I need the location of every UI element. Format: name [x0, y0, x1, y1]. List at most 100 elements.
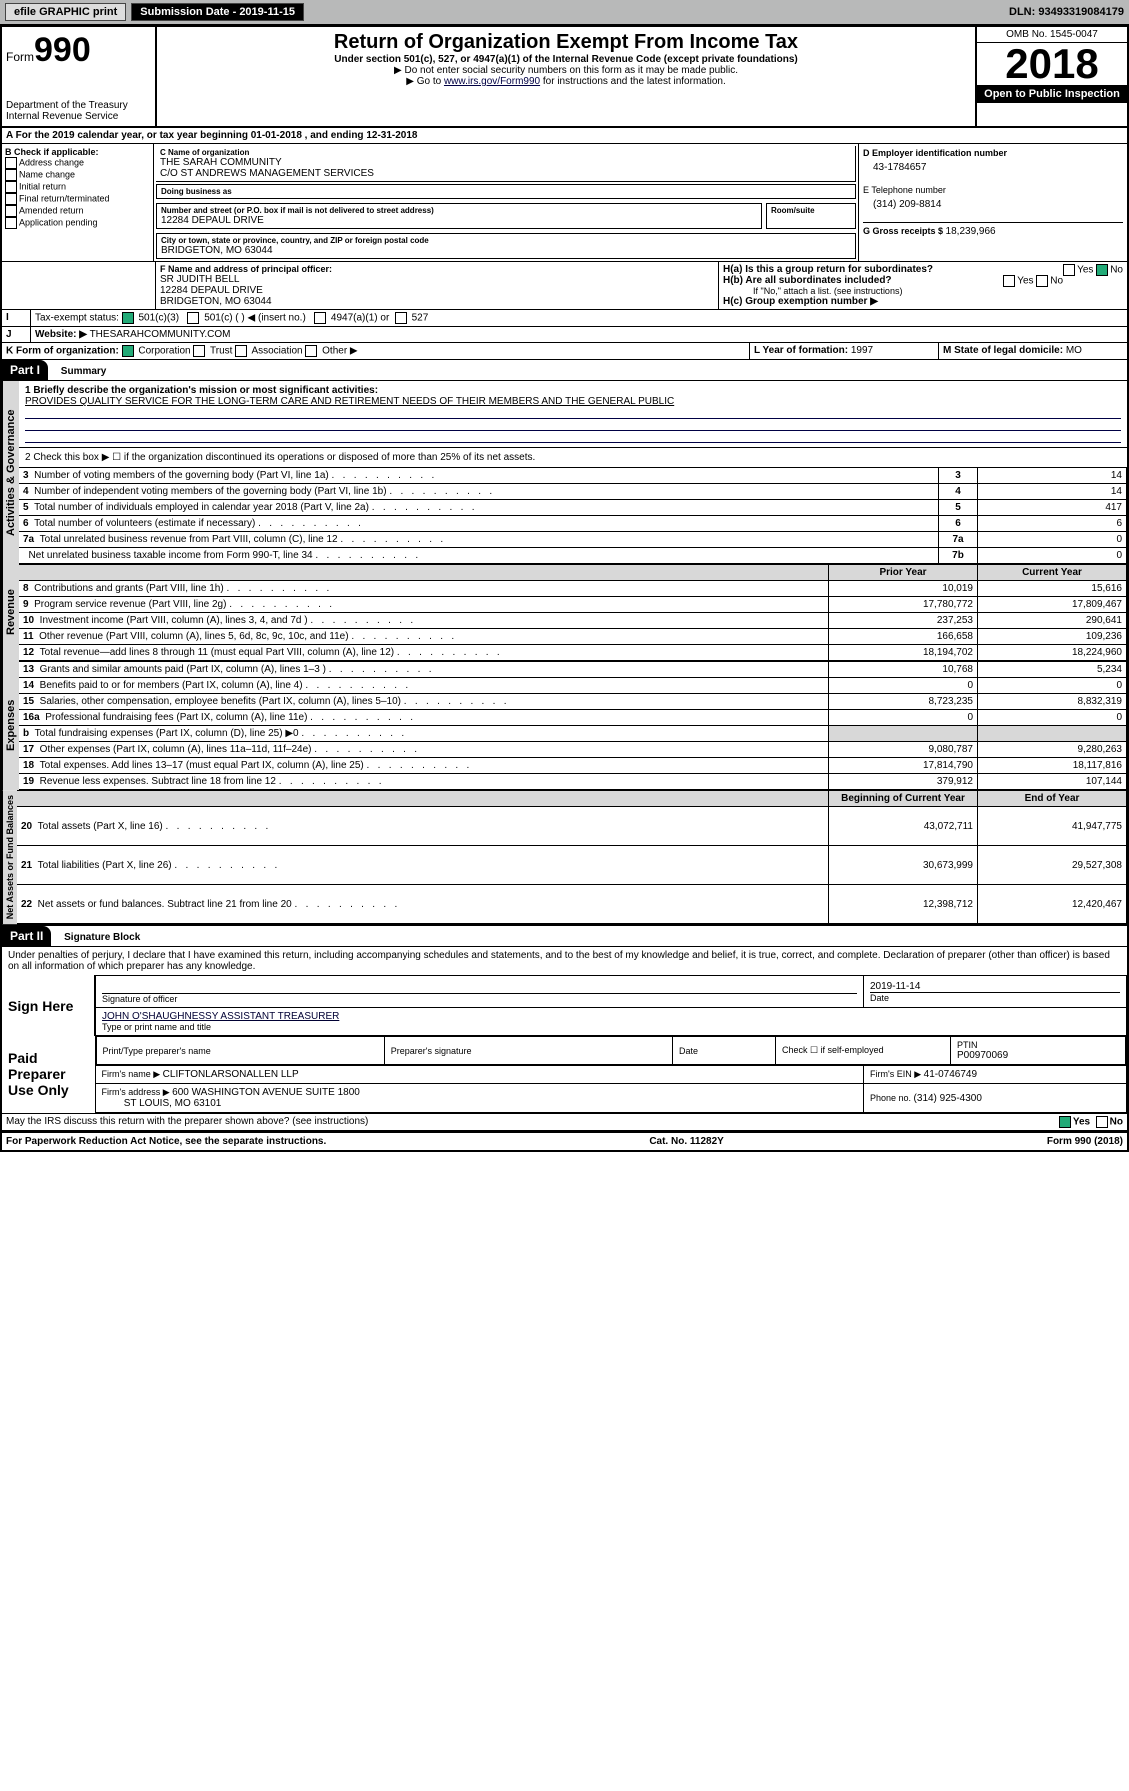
city-label: City or town, state or province, country… — [161, 236, 851, 245]
i-o2: 501(c) ( ) ◀ (insert no.) — [204, 313, 306, 324]
table-row: 14 Benefits paid to or for members (Part… — [19, 678, 1127, 694]
e-label: E Telephone number — [863, 185, 1123, 195]
table-row: Net unrelated business taxable income fr… — [19, 548, 1127, 564]
checkbox-address-change[interactable] — [5, 157, 17, 169]
k-trust-checkbox[interactable] — [193, 345, 205, 357]
declaration-text: Under penalties of perjury, I declare th… — [2, 947, 1127, 975]
table-row: 8 Contributions and grants (Part VIII, l… — [19, 581, 1127, 597]
part-1-header: Part I Summary — [2, 360, 1127, 381]
date-label: Date — [870, 993, 1120, 1003]
k-other: Other ▶ — [322, 346, 357, 357]
hb-note: If "No," attach a list. (see instruction… — [723, 286, 1123, 296]
firm-ein-label: Firm's EIN ▶ — [870, 1069, 924, 1079]
website-value: THESARAHCOMMUNITY.COM — [87, 329, 231, 340]
q1-text: PROVIDES QUALITY SERVICE FOR THE LONG-TE… — [25, 396, 1121, 407]
i-527-checkbox[interactable] — [395, 312, 407, 324]
submission-date-button[interactable]: Submission Date - 2019-11-15 — [131, 3, 304, 21]
d-label: D Employer identification number — [863, 148, 1123, 158]
k-other-checkbox[interactable] — [305, 345, 317, 357]
column-b: B Check if applicable: Address change Na… — [2, 144, 154, 261]
toolbar: efile GRAPHIC print Submission Date - 20… — [0, 0, 1129, 25]
officer-addr2: BRIDGETON, MO 63044 — [160, 296, 714, 307]
tax-year: 2018 — [977, 43, 1127, 85]
g-label: G Gross receipts $ — [863, 226, 946, 236]
table-row: 9 Program service revenue (Part VIII, li… — [19, 597, 1127, 613]
line-i: I Tax-exempt status: 501(c)(3) 501(c) ( … — [2, 310, 1127, 327]
q2-text: 2 Check this box ▶ ☐ if the organization… — [19, 448, 1127, 467]
firm-name-label: Firm's name ▶ — [102, 1069, 163, 1079]
subtitle-3: ▶ Go to www.irs.gov/Form990 for instruct… — [161, 76, 971, 87]
street-label: Number and street (or P.O. box if mail i… — [161, 206, 757, 215]
section-bcdefg: B Check if applicable: Address change Na… — [2, 144, 1127, 262]
table-row: 16a Professional fundraising fees (Part … — [19, 710, 1127, 726]
officer-signed-name[interactable]: JOHN O'SHAUGHNESSY ASSISTANT TREASURER — [102, 1011, 339, 1022]
k-assoc-checkbox[interactable] — [235, 345, 247, 357]
sub3-prefix: ▶ Go to — [406, 76, 444, 87]
i-4947-checkbox[interactable] — [314, 312, 326, 324]
ha-label: H(a) Is this a group return for subordin… — [723, 264, 933, 275]
table-row: 18 Total expenses. Add lines 13–17 (must… — [19, 758, 1127, 774]
cat-no: Cat. No. 11282Y — [649, 1136, 723, 1147]
label-netassets: Net Assets or Fund Balances — [2, 790, 17, 924]
dept-treasury: Department of the Treasury Internal Reve… — [6, 100, 151, 122]
ha-yes-checkbox[interactable] — [1063, 264, 1075, 276]
type-name-label: Type or print name and title — [102, 1022, 1120, 1032]
table-row: 6 Total number of volunteers (estimate i… — [19, 516, 1127, 532]
table-row: 15 Salaries, other compensation, employe… — [19, 694, 1127, 710]
instructions-link[interactable]: www.irs.gov/Form990 — [444, 76, 540, 87]
revenue-table: Prior YearCurrent Year 8 Contributions a… — [19, 564, 1127, 661]
hb-yes-checkbox[interactable] — [1003, 275, 1015, 287]
discuss-no-checkbox[interactable] — [1096, 1116, 1108, 1128]
ha-yes: Yes — [1077, 265, 1093, 276]
firm-ein: 41-0746749 — [924, 1069, 977, 1080]
k-label: K Form of organization: — [6, 346, 119, 357]
discuss-text: May the IRS discuss this return with the… — [6, 1116, 368, 1127]
pra-notice: For Paperwork Reduction Act Notice, see … — [6, 1136, 326, 1147]
sig-officer-label: Signature of officer — [102, 994, 857, 1004]
org-name-1: THE SARAH COMMUNITY — [160, 157, 851, 168]
dln-label: DLN: 93493319084179 — [1009, 6, 1124, 18]
table-row: b Total fundraising expenses (Part IX, c… — [19, 726, 1127, 742]
i-o4: 527 — [412, 313, 429, 324]
expenses-section: Expenses 13 Grants and similar amounts p… — [2, 661, 1127, 790]
b-init: Initial return — [19, 181, 66, 191]
ein-value: 43-1784657 — [873, 162, 1123, 173]
checkbox-final-return[interactable] — [5, 193, 17, 205]
k-trust: Trust — [210, 346, 232, 357]
hb-yes: Yes — [1017, 276, 1033, 287]
label-revenue: Revenue — [2, 564, 19, 661]
ha-no-checkbox[interactable] — [1096, 264, 1108, 276]
i-o3: 4947(a)(1) or — [331, 313, 389, 324]
i-text: Tax-exempt status: — [35, 313, 119, 324]
efile-button[interactable]: efile GRAPHIC print — [5, 3, 126, 21]
col-current: Current Year — [978, 565, 1127, 581]
checkbox-amended[interactable] — [5, 205, 17, 217]
c-name-label: C Name of organization — [160, 148, 851, 157]
firm-name: CLIFTONLARSONALLEN LLP — [163, 1069, 299, 1080]
col-begin: Beginning of Current Year — [829, 791, 978, 807]
i-501c3-checkbox[interactable] — [122, 312, 134, 324]
q1-label: 1 Briefly describe the organization's mi… — [25, 385, 1121, 396]
firm-addr2: ST LOUIS, MO 63101 — [124, 1098, 222, 1109]
b-app: Application pending — [19, 217, 98, 227]
netassets-section: Net Assets or Fund Balances Beginning of… — [2, 790, 1127, 926]
firm-addr-label: Firm's address ▶ — [102, 1087, 173, 1097]
label-expenses: Expenses — [2, 661, 19, 790]
b-final: Final return/terminated — [19, 193, 110, 203]
b-label: B Check if applicable: — [5, 147, 150, 157]
hb-no-checkbox[interactable] — [1036, 275, 1048, 287]
i-501c-checkbox[interactable] — [187, 312, 199, 324]
checkbox-application-pending[interactable] — [5, 217, 17, 229]
table-row: 20 Total assets (Part X, line 16)43,072,… — [17, 807, 1127, 846]
form-header: Form990 Department of the Treasury Inter… — [2, 27, 1127, 128]
ptin-label: PTIN — [957, 1040, 1119, 1050]
discuss-yes-checkbox[interactable] — [1059, 1116, 1071, 1128]
table-row: 22 Net assets or fund balances. Subtract… — [17, 885, 1127, 924]
prep-name-label: Print/Type preparer's name — [103, 1046, 378, 1056]
k-corp-checkbox[interactable] — [122, 345, 134, 357]
sign-here-label: Sign Here — [2, 976, 95, 1036]
line-a: A For the 2019 calendar year, or tax yea… — [2, 128, 1127, 143]
phone-value: (314) 209-8814 — [873, 199, 1123, 210]
checkbox-name-change[interactable] — [5, 169, 17, 181]
checkbox-initial-return[interactable] — [5, 181, 17, 193]
